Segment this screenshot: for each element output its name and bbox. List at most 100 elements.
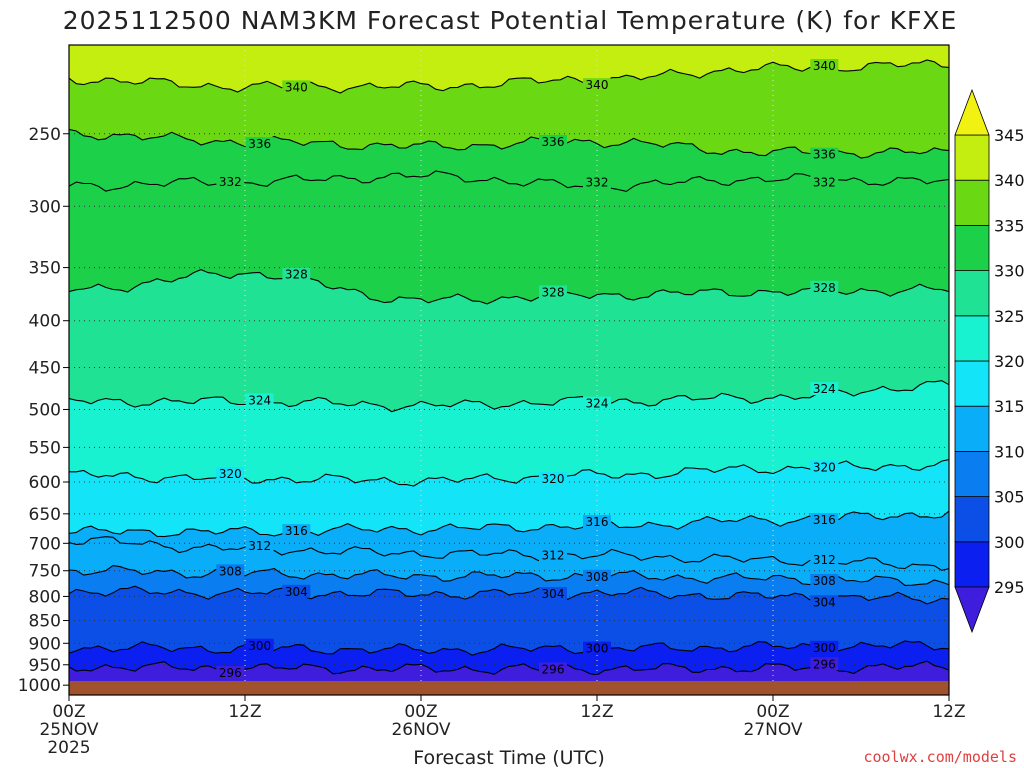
isentrope-label-340-2: 340 [813, 59, 836, 73]
isentrope-label-332-1: 332 [586, 176, 609, 190]
y-tick-label-600: 600 [29, 473, 61, 493]
y-tick-label-900: 900 [29, 634, 61, 654]
colorbar-top-arrow [954, 88, 990, 136]
isentrope-label-bg [245, 539, 274, 553]
x-tick-label-60-0: 12Z [932, 702, 965, 722]
colorbar-label-320: 320 [994, 352, 1024, 371]
x-tick-label-0-2: 2025 [47, 738, 90, 758]
isentrope-label-320-1: 320 [542, 472, 565, 486]
y-tick-label-800: 800 [29, 587, 61, 607]
colorbar-label-325: 325 [994, 307, 1024, 326]
isentrope-label-bg [810, 513, 839, 527]
isentrope-label-bg [583, 515, 611, 529]
isentrope-label-312-2: 312 [813, 553, 836, 567]
surface-fill [69, 681, 949, 695]
x-tick-label-0-0: 00Z [52, 702, 85, 722]
isentrope-332 [69, 170, 949, 192]
isentrope-label-bg [539, 285, 567, 299]
isentrope-label-316-2: 316 [813, 513, 836, 527]
y-tick-label-650: 650 [29, 505, 61, 525]
isentrope-label-bg [539, 662, 567, 676]
isentrope-label-308-0: 308 [219, 564, 242, 578]
isentrope-label-bg [216, 174, 245, 188]
isentrope-label-296-1: 296 [542, 663, 565, 677]
isentrope-340 [69, 59, 949, 94]
colorbar-label-330: 330 [994, 262, 1024, 281]
y-tick-label-850: 850 [29, 612, 61, 632]
colorbar-segment-310 [954, 405, 990, 452]
isentrope-336 [69, 128, 949, 159]
isentrope-label-bg [216, 466, 245, 480]
isentrope-label-324-1: 324 [586, 397, 609, 411]
y-tick-label-250: 250 [29, 125, 61, 145]
y-tick-label-500: 500 [29, 400, 61, 420]
isentrope-label-bg [583, 569, 611, 583]
colorbar-segment-325 [954, 270, 990, 317]
colorbar-label-315: 315 [994, 397, 1024, 416]
y-tick-label-950: 950 [29, 656, 61, 676]
isentrope-label-324-0: 324 [248, 393, 271, 407]
isentrope-316 [69, 510, 949, 538]
x-axis-label: Forecast Time (UTC) [413, 747, 604, 768]
isentrope-label-bg [539, 471, 567, 485]
isentrope-300 [69, 640, 949, 656]
colorbar-segment-305 [954, 450, 990, 497]
isentrope-label-bg [583, 641, 611, 655]
x-tick-label-48-0: 00Z [756, 702, 789, 722]
colorbar-segment-300 [954, 496, 990, 543]
y-tick-label-350: 350 [29, 259, 61, 279]
isentrope-label-bg [810, 573, 839, 587]
isentrope-312 [69, 536, 949, 571]
isentrope-label-304-2: 304 [813, 595, 836, 609]
isentrope-label-336-1: 336 [542, 135, 565, 149]
isentrope-304 [69, 585, 949, 605]
colorbar-segment-330 [954, 224, 990, 271]
x-tick-label-24-0: 00Z [404, 702, 437, 722]
isentrope-label-bg [245, 393, 274, 407]
isentrope-label-bg [583, 78, 611, 92]
colorbar-segment-320 [954, 315, 990, 362]
grid-lines [69, 45, 949, 695]
colorbar-label-310: 310 [994, 442, 1024, 461]
isentrope-label-bg [282, 524, 311, 538]
isentrope-label-328-1: 328 [542, 285, 565, 299]
y-tick-label-750: 750 [29, 562, 61, 582]
isentrope-label-bg [810, 59, 839, 73]
colorbar-label-295: 295 [994, 578, 1024, 597]
isentrope-320 [69, 459, 949, 487]
y-tick-label-300: 300 [29, 197, 61, 217]
isentrope-label-312-1: 312 [542, 548, 565, 562]
isentrope-label-296-2: 296 [813, 657, 836, 671]
y-axis: 2503003504004505005506006507007508008509… [18, 125, 69, 696]
isentrope-label-bg [810, 147, 839, 161]
isentrope-label-304-0: 304 [285, 585, 308, 599]
x-tick-label-24-1: 26NOV [391, 720, 450, 740]
credit-text: coolwx.com/models [863, 748, 1017, 766]
colorbar-segment-295 [954, 541, 990, 588]
colorbar-label-340: 340 [994, 171, 1024, 190]
isentrope-label-bg [216, 666, 245, 680]
isentrope-label-bg [539, 134, 567, 148]
isentrope-label-bg [282, 267, 311, 281]
y-tick-label-400: 400 [29, 312, 61, 332]
y-tick-label-700: 700 [29, 534, 61, 554]
isentrope-label-304-1: 304 [542, 587, 565, 601]
isentrope-label-300-1: 300 [586, 642, 609, 656]
isentrope-label-328-2: 328 [813, 281, 836, 295]
isentrope-328 [69, 269, 949, 305]
isentrope-label-bg [539, 548, 567, 562]
isentrope-label-320-2: 320 [813, 460, 836, 474]
isentrope-label-332-2: 332 [813, 175, 836, 189]
isentrope-label-328-0: 328 [285, 268, 308, 282]
isentrope-324 [69, 380, 949, 413]
chart-title: 2025112500 NAM3KM Forecast Potential Tem… [63, 6, 958, 35]
isentrope-label-296-0: 296 [219, 666, 242, 680]
isentrope-label-bg [282, 584, 311, 598]
x-tick-label-36-0: 12Z [580, 702, 613, 722]
isentrope-label-320-0: 320 [219, 467, 242, 481]
isentrope-label-312-0: 312 [248, 539, 271, 553]
isentrope-label-336-0: 336 [248, 137, 271, 151]
isentrope-label-340-0: 340 [285, 80, 308, 94]
